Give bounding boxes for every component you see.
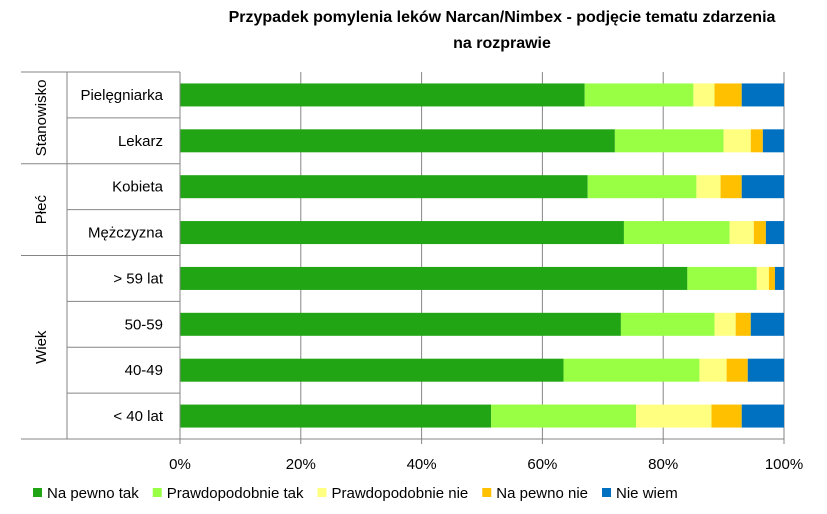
legend-label-na-pewno-tak: Na pewno tak [47,485,139,502]
bar-lekarz-nie-wiem [762,129,784,153]
bar-kobieta-na-pewno-nie [720,175,742,199]
bar-40-lat-na-pewno-nie [711,404,742,428]
bar-mezczyzna-na-pewno-nie [753,221,766,245]
legend-swatch-prawdopodobnie-nie [317,488,327,497]
legend-label-na-pewno-nie: Na pewno nie [496,485,588,502]
bar-50-59-nie-wiem [750,312,784,336]
category-labels: Pielęgniarka Lekarz Kobieta Mężczyzna > 59 l… [33,80,164,426]
bar-40-lat-prawdopodobnie-tak [491,404,637,428]
bar-lekarz-prawdopodobnie-nie [723,129,751,153]
gridlines [300,72,785,439]
bar-kobieta-nie-wiem [741,175,784,199]
group-label-stanowisko: Stanowisko [33,80,50,157]
x-tick-label-40: 40% [407,456,437,473]
chart-title-line-1: Przypadek pomylenia leków Narcan/Nimbex … [229,9,776,26]
category-label-59-lat: > 59 lat [113,270,163,287]
bar-50-59-na-pewno-tak [180,312,621,336]
legend-swatch-nie-wiem [602,488,612,497]
x-tick-label-100: 100% [765,456,803,473]
group-label-wiek: Wiek [33,330,50,364]
axes [21,71,785,444]
legend-label-prawdopodobnie-nie: Prawdopodobnie nie [332,485,469,502]
bar-40-49-prawdopodobnie-tak [563,358,700,382]
x-tick-label-80: 80% [648,456,678,473]
legend-swatch-prawdopodobnie-tak [152,488,162,497]
bar-pielegniarka-na-pewno-tak [180,83,585,107]
bar-pielegniarka-prawdopodobnie-tak [584,83,694,107]
legend-swatch-na-pewno-nie [482,488,492,497]
bars [180,83,784,428]
bar-40-49-nie-wiem [747,358,784,382]
category-label-kobieta: Kobieta [112,179,164,196]
bar-40-lat-prawdopodobnie-nie [636,404,712,428]
bar-50-59-na-pewno-nie [735,312,751,336]
category-label-mezczyzna: Mężczyzna [88,225,164,242]
category-label-40-49: 40-49 [125,362,163,379]
bar-40-lat-nie-wiem [741,404,784,428]
bar-59-lat-na-pewno-tak [180,266,688,290]
bar-mezczyzna-prawdopodobnie-nie [729,221,754,245]
bar-40-49-prawdopodobnie-nie [699,358,727,382]
bar-50-59-prawdopodobnie-nie [714,312,736,336]
legend-swatch-na-pewno-tak [33,488,42,497]
group-label-plec: Płeć [33,195,50,225]
legend-label-prawdopodobnie-tak: Prawdopodobnie tak [167,485,304,502]
bar-59-lat-prawdopodobnie-tak [687,266,757,290]
category-label-pielegniarka: Pielęgniarka [80,87,163,104]
x-tick-label-0: 0% [169,456,191,473]
category-label-50-59: 50-59 [125,316,163,333]
bar-lekarz-na-pewno-nie [750,129,763,153]
bar-mezczyzna-nie-wiem [765,221,784,245]
bar-kobieta-prawdopodobnie-nie [696,175,721,199]
bar-40-lat-na-pewno-tak [180,404,492,428]
chart-title-line-2: na rozprawie [453,35,551,52]
bar-pielegniarka-nie-wiem [741,83,784,107]
bar-mezczyzna-na-pewno-tak [180,221,624,245]
category-label-lekarz: Lekarz [118,133,163,150]
bar-59-lat-nie-wiem [774,266,784,290]
bar-59-lat-na-pewno-nie [768,266,775,290]
bar-50-59-prawdopodobnie-tak [620,312,715,336]
bar-lekarz-na-pewno-tak [180,129,615,153]
bar-40-49-na-pewno-nie [726,358,748,382]
bar-lekarz-prawdopodobnie-tak [614,129,724,153]
x-tick-label-20: 20% [286,456,316,473]
x-tick-labels: 0% 20% 40% 60% 80% 100% [169,456,803,473]
legend: Na pewno tak Prawdopodobnie tak Prawdopodo… [33,485,678,502]
bar-pielegniarka-prawdopodobnie-nie [693,83,715,107]
x-tick-label-60: 60% [527,456,557,473]
bar-kobieta-prawdopodobnie-tak [587,175,697,199]
bar-pielegniarka-na-pewno-nie [714,83,742,107]
bar-kobieta-na-pewno-tak [180,175,588,199]
category-label-40-lat: < 40 lat [113,408,163,425]
bar-mezczyzna-prawdopodobnie-tak [623,221,730,245]
bar-59-lat-prawdopodobnie-nie [756,266,769,290]
legend-label-nie-wiem: Nie wiem [616,485,678,502]
bar-40-49-na-pewno-tak [180,358,564,382]
